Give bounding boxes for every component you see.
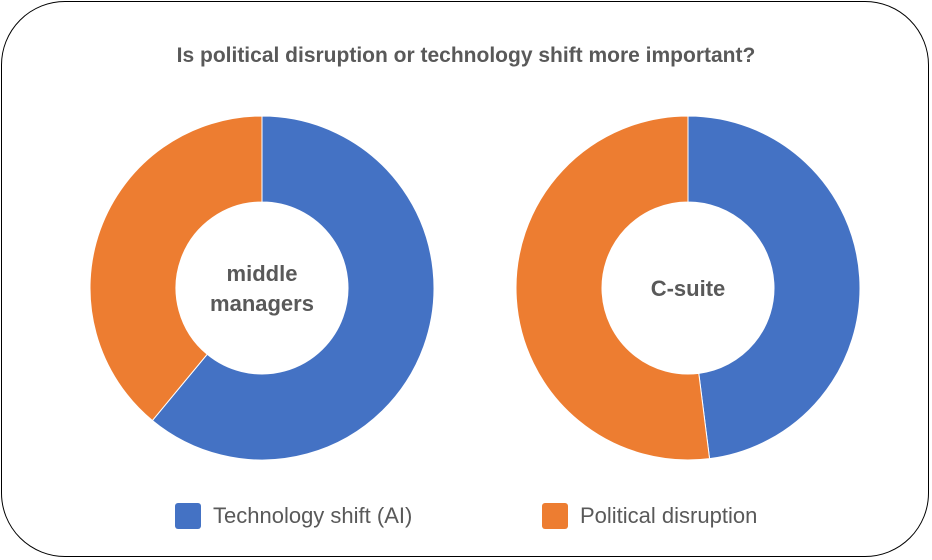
donut-slice-political-disruption (515, 115, 711, 461)
legend-swatch-technology-shift (175, 503, 201, 529)
legend-label-political-disruption: Political disruption (580, 503, 758, 528)
donut-slice-technology-shift (687, 115, 861, 460)
legend-item-political-disruption: Political disruption (542, 503, 757, 529)
donut-center-label: C-suite (651, 276, 726, 301)
donut-center-label: managers (210, 291, 314, 316)
legend: Technology shift (AI) Political disrupti… (0, 503, 932, 533)
donut-middle-managers: middle managers (89, 115, 435, 461)
legend-swatch-political-disruption (542, 503, 568, 529)
legend-item-technology-shift: Technology shift (AI) (175, 503, 412, 529)
donut-slice-political-disruption (89, 115, 263, 422)
donut-c-suite: C-suite (515, 115, 861, 461)
chart-title: Is political disruption or technology sh… (176, 44, 756, 67)
donut-slice-technology-shift (151, 115, 435, 461)
legend-label-technology-shift: Technology shift (AI) (213, 503, 413, 528)
donut-center-label: middle (227, 261, 298, 286)
